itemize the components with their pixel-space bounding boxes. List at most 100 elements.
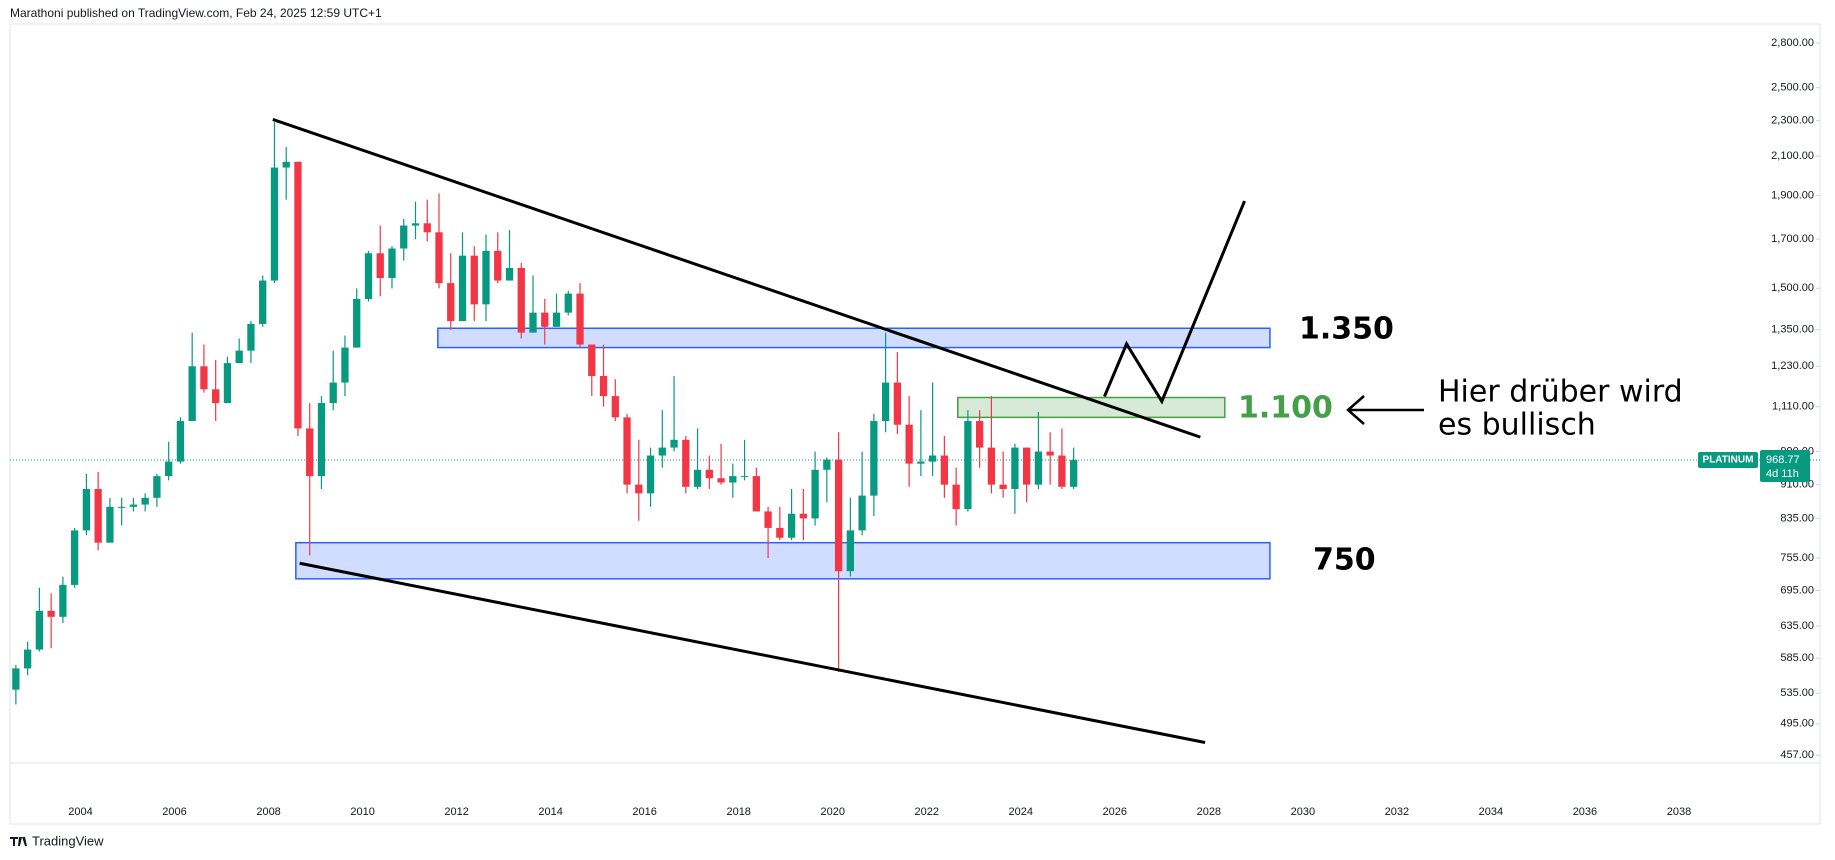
candle-body xyxy=(400,225,408,249)
candle-body xyxy=(964,421,972,510)
candle-body xyxy=(599,375,608,397)
candle-body xyxy=(118,506,126,508)
candle-body xyxy=(658,447,666,456)
y-tick-label: 1,350.00 xyxy=(1771,324,1814,336)
y-tick-label: 1,700.00 xyxy=(1771,233,1814,245)
x-tick-label: 2020 xyxy=(820,806,844,818)
candle-body xyxy=(341,347,349,383)
candle-body xyxy=(94,488,102,543)
x-tick-label: 2014 xyxy=(538,806,562,818)
arrow xyxy=(1346,395,1424,425)
candle-body xyxy=(282,161,290,168)
candle-body xyxy=(223,363,232,404)
candle-body xyxy=(1011,447,1019,489)
candle-body xyxy=(564,293,572,313)
x-tick-label: 2008 xyxy=(256,806,280,818)
x-tick-label: 2004 xyxy=(68,806,92,818)
x-tick-label: 2018 xyxy=(726,806,750,818)
candle-body xyxy=(1046,451,1054,456)
candle-body xyxy=(693,469,702,487)
candle-body xyxy=(435,232,443,284)
candle-body xyxy=(646,455,655,494)
candle-body xyxy=(294,161,302,429)
y-tick-label: 755.00 xyxy=(1780,552,1814,564)
candle-body xyxy=(576,293,584,345)
candle-body xyxy=(752,476,760,512)
candle-body xyxy=(705,469,713,479)
candle-body xyxy=(952,484,960,510)
annotation: Hier drüber wird xyxy=(1438,375,1683,410)
x-tick-label: 2030 xyxy=(1291,806,1315,818)
candle-body xyxy=(329,382,337,404)
candle-body xyxy=(411,223,420,226)
x-tick-label: 2028 xyxy=(1197,806,1221,818)
y-tick-label: 2,500.00 xyxy=(1771,82,1814,94)
trend-line xyxy=(1103,200,1246,405)
candle-body xyxy=(881,382,890,422)
candle-body xyxy=(682,439,690,487)
candle-body xyxy=(940,455,949,485)
candle-body xyxy=(1023,447,1031,485)
price-name-box xyxy=(1698,452,1758,469)
candle-body xyxy=(129,504,138,507)
candle-body xyxy=(858,495,866,531)
candle-body xyxy=(764,511,772,528)
y-tick-label: 1,900.00 xyxy=(1771,189,1814,201)
candle-body xyxy=(12,668,20,690)
candle-body xyxy=(987,447,996,485)
candle-body xyxy=(153,476,161,498)
x-tick-label: 2006 xyxy=(162,806,186,818)
candle-body xyxy=(317,403,326,477)
candle-body xyxy=(470,255,478,305)
y-tick-label: 1,110.00 xyxy=(1772,401,1814,413)
candle-body xyxy=(823,459,831,470)
price-value: 968.77 xyxy=(1766,454,1800,466)
candle-body xyxy=(740,476,749,478)
candle-body xyxy=(259,280,267,324)
candle-body xyxy=(635,484,643,494)
candle-body xyxy=(59,584,67,617)
candle-body xyxy=(787,513,796,538)
y-tick-label: 585.00 xyxy=(1780,652,1814,664)
candle-body xyxy=(447,283,455,322)
price-name: PLATINUM xyxy=(1703,455,1754,466)
header: Marathoni published on TradingView.com, … xyxy=(10,6,382,20)
footer: TradingView xyxy=(32,833,104,848)
candle-body xyxy=(47,610,55,617)
annotation: 750 xyxy=(1313,543,1376,578)
candle-body xyxy=(458,255,467,322)
y-tick-label: 1,230.00 xyxy=(1771,360,1814,372)
candle-body xyxy=(811,469,819,519)
y-tick-label: 2,800.00 xyxy=(1771,37,1814,49)
x-tick-label: 2012 xyxy=(444,806,468,818)
candle-body xyxy=(1034,451,1043,485)
y-tick-label: 495.00 xyxy=(1780,718,1814,730)
candle-body xyxy=(494,250,502,281)
candle-body xyxy=(176,421,185,462)
candle-body xyxy=(670,439,678,448)
annotation: es bullisch xyxy=(1438,408,1596,443)
candle-body xyxy=(893,382,902,425)
y-tick-label: 695.00 xyxy=(1780,584,1814,596)
candle-body xyxy=(270,167,279,281)
x-tick-label: 2036 xyxy=(1573,806,1597,818)
x-tick-label: 2032 xyxy=(1385,806,1409,818)
y-tick-label: 2,100.00 xyxy=(1771,150,1814,162)
annotation: 1.350 xyxy=(1299,312,1394,347)
candle-body xyxy=(482,250,490,305)
candle-body xyxy=(834,459,843,572)
price-label: PLATINUM 968.77 4d 11h xyxy=(1698,450,1810,483)
trend-line xyxy=(299,561,1206,744)
candle-body xyxy=(975,421,984,448)
candle-body xyxy=(1070,460,1078,487)
candle-body xyxy=(188,366,196,422)
candle-body xyxy=(165,461,173,477)
x-tick-label: 2026 xyxy=(1103,806,1127,818)
y-tick-label: 835.00 xyxy=(1780,512,1814,524)
candle-body xyxy=(376,253,384,278)
x-tick-label: 2016 xyxy=(632,806,656,818)
candle-body xyxy=(623,417,631,485)
y-tick-label: 1,500.00 xyxy=(1771,282,1814,294)
candle-body xyxy=(529,312,537,333)
